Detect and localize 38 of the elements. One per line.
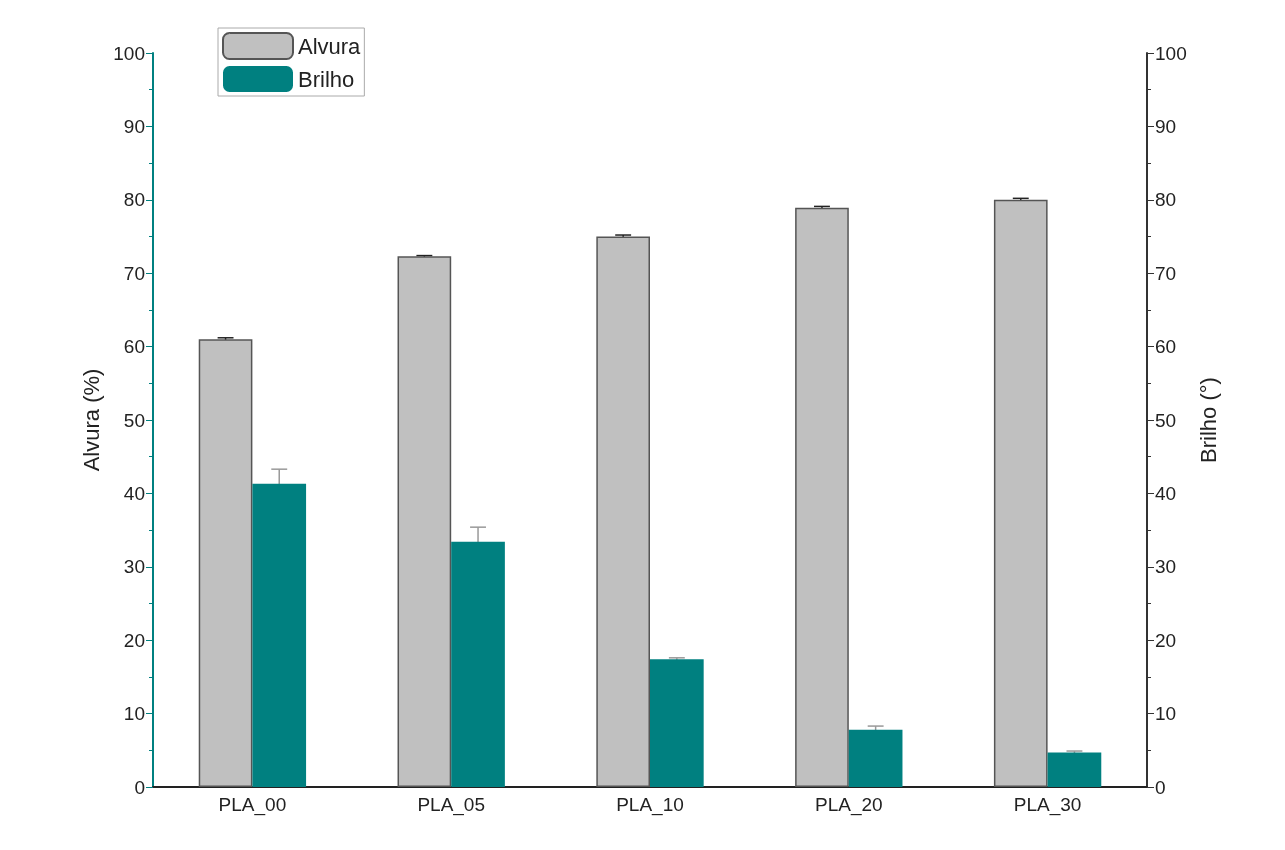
x-tick-label: PLA_10 [616,794,684,816]
y2-tick-label: 10 [1155,703,1177,725]
y2-axis-title: Brilho (°) [1196,377,1222,463]
y2-tick-label: 20 [1155,629,1177,651]
legend-label: Brilho [298,66,355,92]
x-tick-label: PLA_20 [814,794,883,816]
bar [1047,752,1102,787]
x-tick-label: PLA_30 [1013,794,1082,816]
y2-tick-label: 0 [1155,776,1166,798]
y-tick-label: 20 [123,629,145,651]
y-tick-label: 40 [123,482,145,504]
y-tick-label: 10 [123,703,145,725]
x-tick-label: PLA_00 [218,794,287,816]
y2-tick-label: 40 [1155,482,1177,504]
y-tick-label: 0 [134,776,145,798]
y-tick-label: 80 [123,189,145,211]
bar [397,256,452,787]
y-tick-label: 90 [123,115,145,137]
y2-tick-label: 90 [1155,115,1177,137]
y-tick-label: 70 [123,262,145,284]
y-tick-label: 60 [123,336,145,358]
y-tick-label: 100 [113,42,145,64]
y-tick-label: 50 [123,409,145,431]
y2-tick-label: 60 [1155,336,1177,358]
y-tick-label: 30 [123,556,145,578]
y2-tick-label: 50 [1155,409,1177,431]
bar [596,236,650,787]
legend-label: Alvura [298,33,362,59]
bar [795,207,849,787]
y2-tick-label: 70 [1155,262,1177,284]
y2-tick-label: 100 [1155,42,1187,64]
x-tick-label: PLA_05 [417,794,486,816]
y2-tick-label: 30 [1155,556,1177,578]
bar [650,659,704,787]
y2-tick-label: 80 [1155,189,1177,211]
bar [993,199,1048,787]
y-axis-title: Alvura (%) [78,368,104,472]
bar [848,729,903,787]
